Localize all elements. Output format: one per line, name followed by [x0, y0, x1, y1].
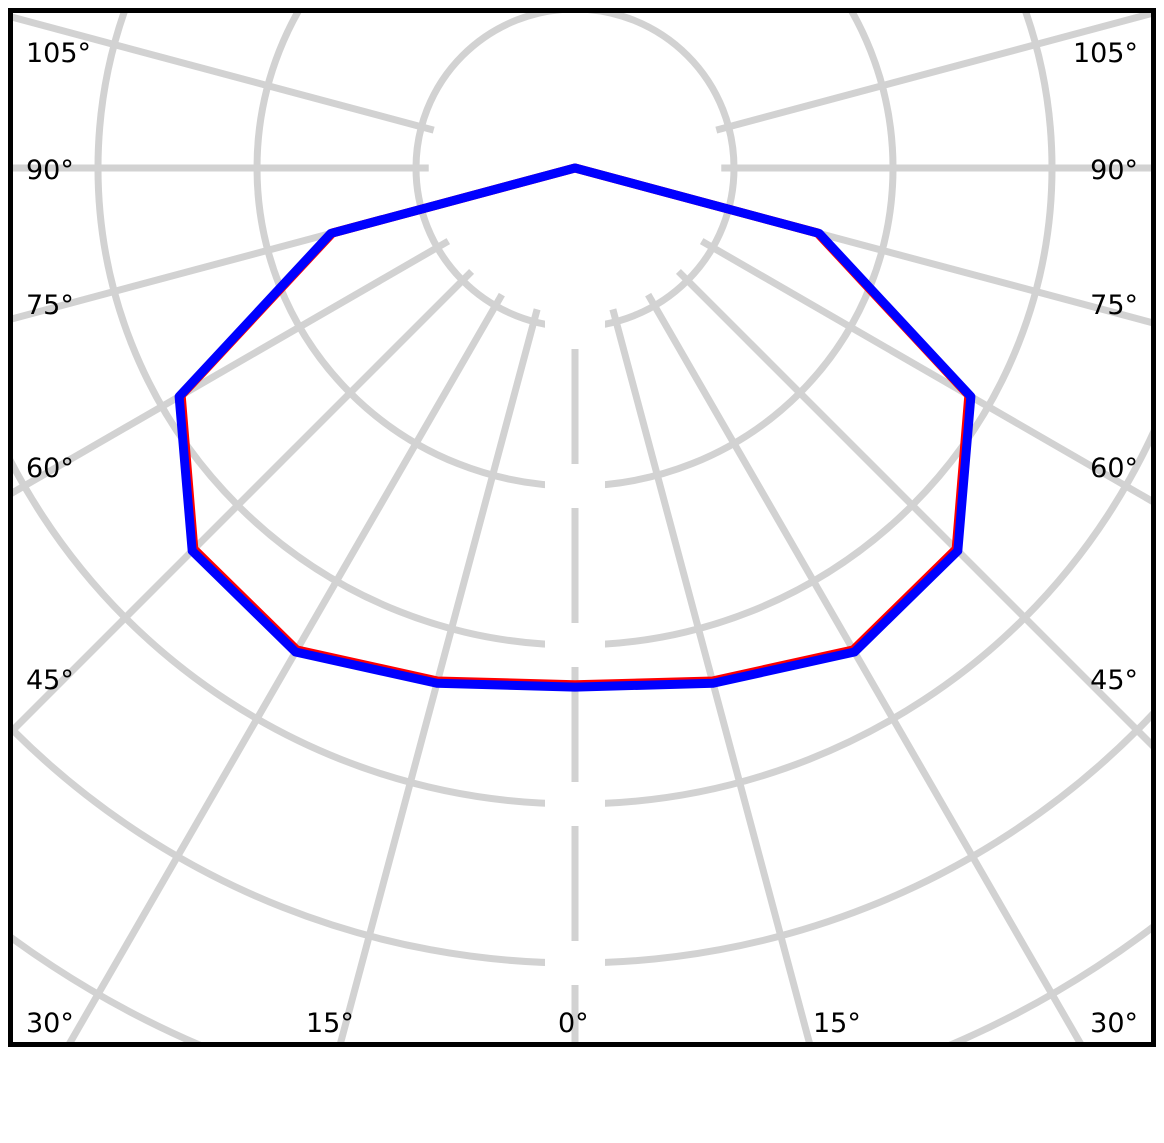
- angle-label-right-30: 30°: [1090, 1008, 1138, 1039]
- legend-area: cd/klm η = 100% C0 - C180 C90 - C270: [0, 1047, 1164, 1143]
- angle-label-left-90: 90°: [26, 155, 74, 186]
- angle-label-left-75: 75°: [26, 290, 74, 321]
- angle-label-right-90: 90°: [1090, 155, 1138, 186]
- angle-label-left-60: 60°: [26, 453, 74, 484]
- distribution-curves: [174, 163, 976, 692]
- angle-label-left-45: 45°: [26, 665, 74, 696]
- angle-label-bottom-left-15: 15°: [306, 1008, 354, 1039]
- angle-label-right-60: 60°: [1090, 453, 1138, 484]
- angle-label-left-105: 105°: [26, 38, 92, 69]
- angle-label-bottom-right-15: 15°: [813, 1008, 861, 1039]
- polar-grid-and-curves: [13, 13, 1151, 1042]
- plot-frame: 105° 90° 75° 60° 45° 30° 105° 90° 75° 60…: [8, 8, 1156, 1047]
- angle-label-bottom-0: 0°: [558, 1008, 589, 1039]
- polar-grid: [13, 13, 1151, 1042]
- angle-label-left-30: 30°: [26, 1008, 74, 1039]
- angle-label-right-105: 105°: [1072, 38, 1138, 69]
- angle-label-right-45: 45°: [1090, 665, 1138, 696]
- angle-label-right-75: 75°: [1090, 290, 1138, 321]
